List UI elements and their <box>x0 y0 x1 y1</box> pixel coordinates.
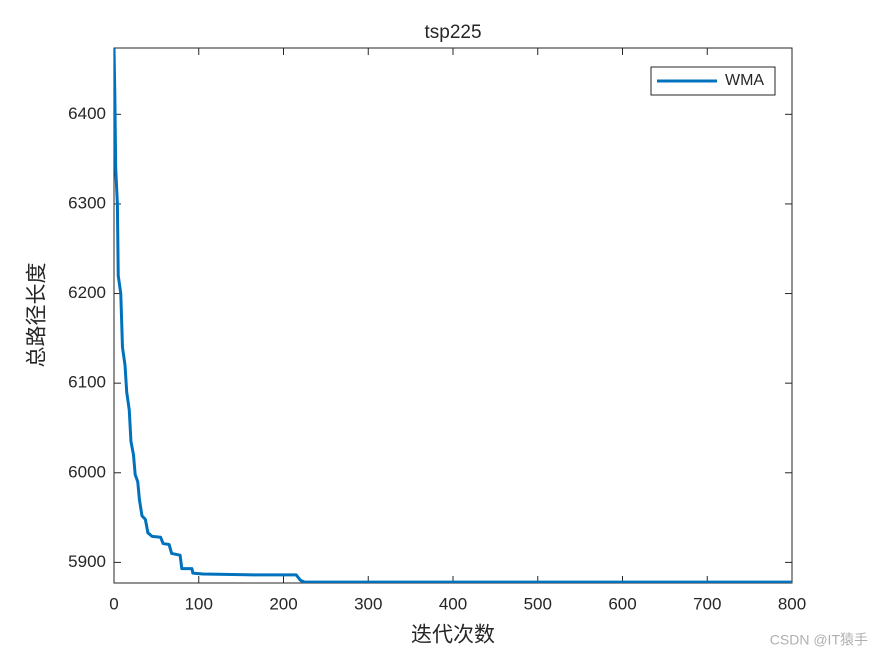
x-tick-label: 200 <box>269 594 297 613</box>
y-tick-label: 6200 <box>68 283 106 302</box>
y-tick-label: 6100 <box>68 373 106 392</box>
x-tick-label: 0 <box>109 594 118 613</box>
chart-title: tsp225 <box>424 22 481 43</box>
x-tick-label: 400 <box>439 594 467 613</box>
x-tick-label: 700 <box>693 594 721 613</box>
x-tick-label: 600 <box>608 594 636 613</box>
x-tick-label: 500 <box>524 594 552 613</box>
legend-label: WMA <box>725 72 764 89</box>
y-tick-label: 6300 <box>68 193 106 212</box>
x-tick-label: 800 <box>778 594 806 613</box>
y-axis-label: 总路径长度 <box>26 263 49 368</box>
y-tick-label: 6000 <box>68 462 106 481</box>
watermark: CSDN @IT猿手 <box>770 632 868 648</box>
x-tick-label: 100 <box>185 594 213 613</box>
axes-box <box>113 47 793 584</box>
x-axis-label: 迭代次数 <box>411 624 495 647</box>
x-tick-label: 300 <box>354 594 382 613</box>
plot-area <box>114 48 792 583</box>
series-line <box>114 48 792 583</box>
y-tick-label: 6400 <box>68 104 106 123</box>
y-tick-label: 5900 <box>68 552 106 571</box>
